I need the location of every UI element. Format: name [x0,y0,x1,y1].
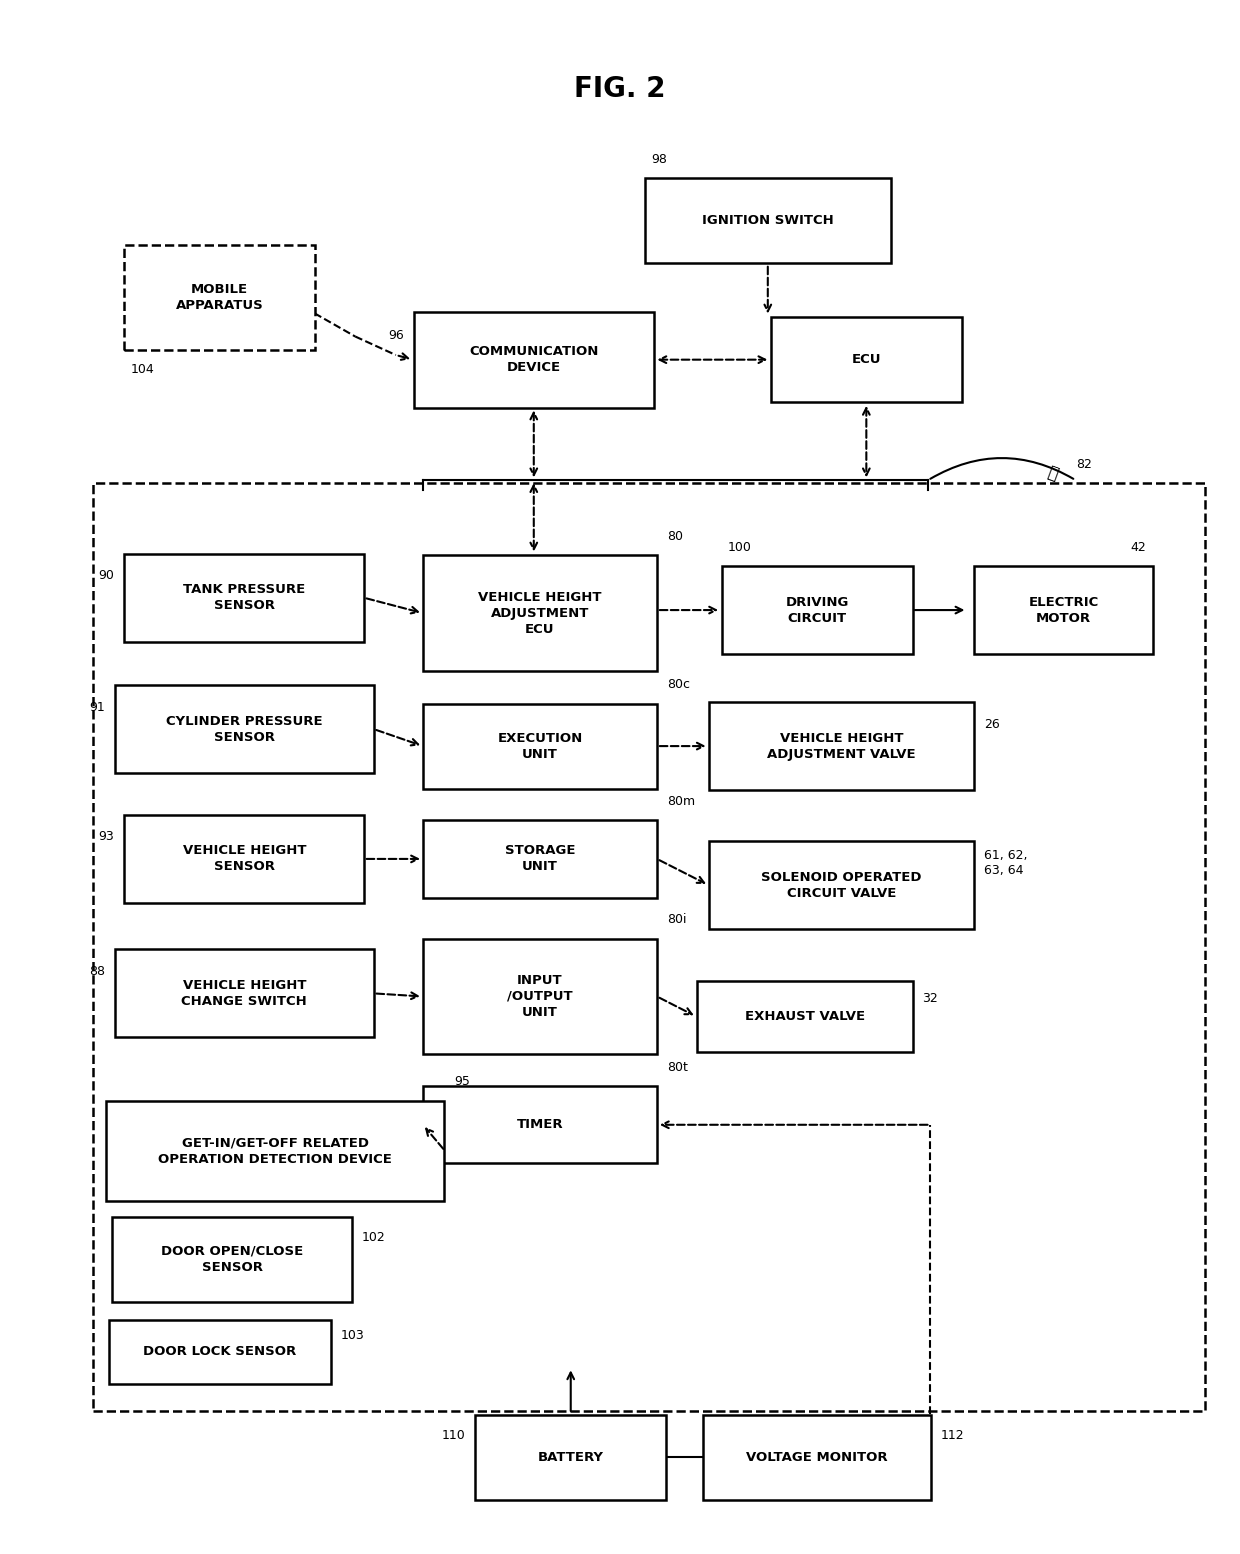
Text: IGNITION SWITCH: IGNITION SWITCH [702,214,833,227]
Bar [124,814,365,903]
Bar [703,1414,931,1500]
Bar [771,317,962,402]
Bar [423,1086,657,1164]
Text: 32: 32 [923,993,939,1005]
Text: GET-IN/GET-OFF RELATED
OPERATION DETECTION DEVICE: GET-IN/GET-OFF RELATED OPERATION DETECTI… [159,1136,392,1166]
Text: VEHICLE HEIGHT
CHANGE SWITCH: VEHICLE HEIGHT CHANGE SWITCH [181,979,308,1009]
Bar [423,821,657,898]
Text: 80t: 80t [667,1061,688,1074]
Text: BATTERY: BATTERY [538,1450,604,1464]
Bar [709,702,975,789]
Text: 80i: 80i [667,914,686,926]
Bar [975,566,1153,654]
Bar [112,1217,352,1302]
Text: 112: 112 [941,1430,965,1442]
Bar [645,179,892,263]
Text: 80m: 80m [667,796,694,808]
Bar [124,246,315,350]
Text: COMMUNICATION
DEVICE: COMMUNICATION DEVICE [469,345,599,375]
Text: EXHAUST VALVE: EXHAUST VALVE [745,1010,864,1023]
Text: DOOR OPEN/CLOSE
SENSOR: DOOR OPEN/CLOSE SENSOR [161,1245,303,1274]
Text: ⸍: ⸍ [1045,463,1060,483]
Text: 98: 98 [651,152,667,166]
Bar [423,555,657,671]
Bar [93,483,1205,1411]
Bar [722,566,913,654]
Text: STORAGE
UNIT: STORAGE UNIT [505,844,575,873]
Text: 88: 88 [89,965,105,977]
Text: SOLENOID OPERATED
CIRCUIT VALVE: SOLENOID OPERATED CIRCUIT VALVE [761,870,923,900]
Text: 80: 80 [667,530,683,542]
Text: DOOR LOCK SENSOR: DOOR LOCK SENSOR [143,1346,296,1358]
Text: 61, 62,
63, 64: 61, 62, 63, 64 [985,848,1028,876]
Text: 90: 90 [98,569,114,583]
Text: 110: 110 [441,1430,465,1442]
Text: 100: 100 [728,541,751,553]
Text: MOBILE
APPARATUS: MOBILE APPARATUS [176,283,264,312]
Bar [423,939,657,1055]
Bar [709,841,975,929]
Bar [115,949,373,1038]
Text: CYLINDER PRESSURE
SENSOR: CYLINDER PRESSURE SENSOR [166,715,322,743]
Text: VEHICLE HEIGHT
ADJUSTMENT VALVE: VEHICLE HEIGHT ADJUSTMENT VALVE [768,732,916,760]
Text: TANK PRESSURE
SENSOR: TANK PRESSURE SENSOR [184,583,305,612]
Text: 26: 26 [985,718,999,730]
Bar [109,1319,331,1385]
Bar [115,685,373,774]
Bar [105,1100,444,1201]
Text: 80c: 80c [667,678,689,692]
Text: EXECUTION
UNIT: EXECUTION UNIT [497,732,583,760]
Text: 102: 102 [362,1231,386,1245]
Text: VOLTAGE MONITOR: VOLTAGE MONITOR [746,1450,888,1464]
Bar [697,981,913,1052]
Text: 96: 96 [388,329,404,342]
Text: VEHICLE HEIGHT
SENSOR: VEHICLE HEIGHT SENSOR [182,844,306,873]
Bar [423,704,657,788]
Text: 104: 104 [130,362,154,376]
Text: 82: 82 [1076,458,1091,471]
Text: 42: 42 [1131,541,1147,553]
Text: VEHICLE HEIGHT
ADJUSTMENT
ECU: VEHICLE HEIGHT ADJUSTMENT ECU [479,591,601,636]
Text: TIMER: TIMER [517,1119,563,1131]
Text: 91: 91 [89,701,105,713]
Text: FIG. 2: FIG. 2 [574,75,666,103]
Text: DRIVING
CIRCUIT: DRIVING CIRCUIT [785,595,848,625]
Bar [124,553,365,642]
Text: 103: 103 [341,1329,365,1343]
Text: ECU: ECU [852,353,882,367]
Text: 95: 95 [454,1075,470,1088]
Text: 93: 93 [99,830,114,844]
Text: INPUT
/OUTPUT
UNIT: INPUT /OUTPUT UNIT [507,974,573,1019]
Bar [475,1414,666,1500]
Bar [414,312,653,407]
Text: ELECTRIC
MOTOR: ELECTRIC MOTOR [1028,595,1099,625]
